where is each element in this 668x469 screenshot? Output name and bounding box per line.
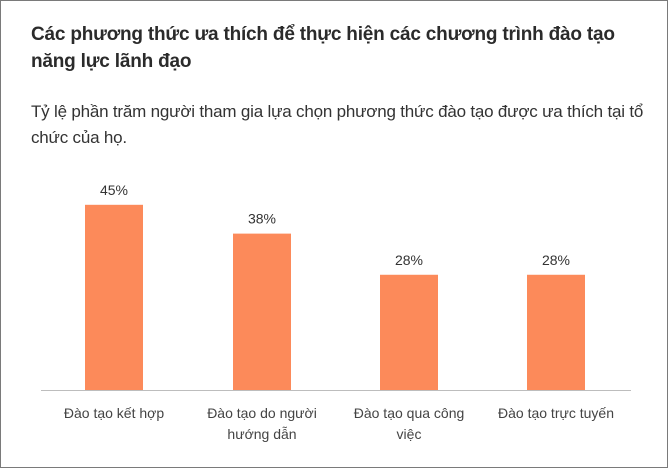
- bar-value-label-4: 28%: [542, 252, 570, 268]
- category-label-2: Đào tạo do người hướng dẫn: [207, 405, 317, 442]
- bar-value-label-3: 28%: [395, 252, 423, 268]
- bar-4: [527, 274, 585, 390]
- bar-3: [380, 274, 438, 390]
- bar-value-label-2: 38%: [248, 211, 276, 227]
- chart-title: Các phương thức ưa thích để thực hiện cá…: [31, 24, 615, 72]
- chart-subtitle: Tỷ lệ phần trăm người tham gia lựa chọn …: [31, 102, 644, 147]
- category-label-3: Đào tạo qua công việc: [354, 405, 465, 442]
- category-label-4: Đào tạo trực tuyến: [498, 405, 614, 421]
- bar-2: [233, 233, 291, 390]
- category-label-1: Đào tạo kết hợp: [64, 405, 164, 421]
- bar-1: [85, 204, 143, 390]
- bar-value-label-1: 45%: [100, 182, 128, 198]
